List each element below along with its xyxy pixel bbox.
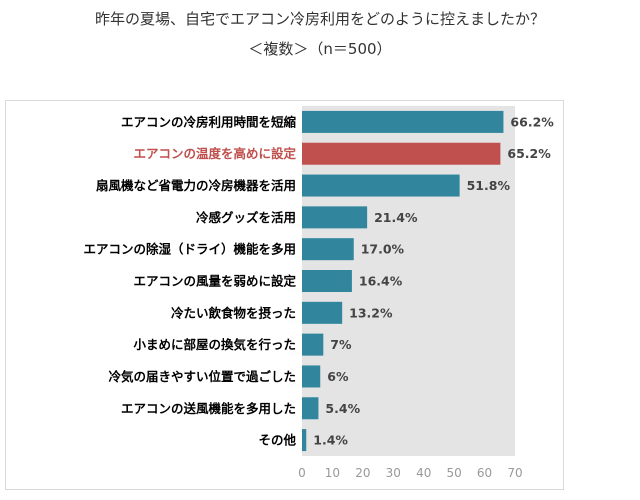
category-label-5: エアコンの風量を弱めに設定 bbox=[133, 274, 296, 289]
value-labels: 66.2% 65.2% 51.8% 21.4% 17.0% 16.4% 13.2% 7% 6% 5… bbox=[313, 114, 554, 447]
category-label-7: 小まめに部屋の換気を行った bbox=[132, 337, 296, 352]
category-label-1: エアコンの温度を高めに設定 bbox=[133, 146, 296, 161]
value-label-3: 21.4% bbox=[374, 210, 418, 225]
category-label-10: その他 bbox=[258, 433, 296, 448]
value-label-5: 16.4% bbox=[359, 274, 403, 289]
category-label-3: 冷感グッズを活用 bbox=[196, 210, 296, 225]
x-tick-label-3: 30 bbox=[386, 466, 401, 480]
x-tick-label-2: 20 bbox=[355, 466, 370, 480]
category-label-9: エアコンの送風機能を多用した bbox=[121, 401, 296, 416]
bar-10 bbox=[302, 429, 307, 452]
bar-8 bbox=[302, 365, 321, 388]
value-label-2: 51.8% bbox=[467, 178, 511, 193]
x-tick-label-4: 40 bbox=[416, 466, 431, 480]
x-tick-label-7: 70 bbox=[507, 466, 522, 480]
x-tick-label-0: 0 bbox=[298, 466, 306, 480]
bar-6 bbox=[302, 301, 343, 324]
category-label-0: エアコンの冷房利用時間を短縮 bbox=[121, 114, 297, 129]
x-tick-label-1: 10 bbox=[325, 466, 340, 480]
category-label-8: 冷気の届きやすい位置で過ごした bbox=[108, 369, 296, 384]
bar-2 bbox=[302, 174, 460, 197]
value-label-4: 17.0% bbox=[361, 242, 405, 257]
bar-9 bbox=[302, 397, 319, 420]
category-label-6: 冷たい飲食物を摂った bbox=[171, 305, 296, 320]
bar-7 bbox=[302, 333, 324, 356]
bar-5 bbox=[302, 270, 352, 292]
x-tick-label-5: 50 bbox=[447, 466, 462, 480]
bar-4 bbox=[302, 238, 354, 261]
x-axis-ticks: 0 10 20 30 40 50 60 70 bbox=[298, 466, 522, 480]
bar-0 bbox=[302, 110, 504, 133]
chart-title: 昨年の夏場、自宅でエアコン冷房利用をどのように控えましたか？ bbox=[94, 10, 545, 28]
bar-1 bbox=[302, 142, 501, 165]
value-label-7: 7% bbox=[330, 337, 352, 352]
value-label-1: 65.2% bbox=[507, 146, 551, 161]
value-label-8: 6% bbox=[327, 369, 349, 384]
value-label-9: 5.4% bbox=[325, 401, 360, 416]
category-labels: エアコンの冷房利用時間を短縮エアコンの温度を高めに設定扇風機など省電力の冷房機器… bbox=[83, 114, 296, 447]
value-label-0: 66.2% bbox=[510, 114, 554, 129]
value-label-10: 1.4% bbox=[313, 433, 348, 448]
bar-3 bbox=[302, 206, 368, 229]
chart-subtitle: ＜複数＞（n＝500） bbox=[248, 40, 392, 58]
category-label-2: 扇風機など省電力の冷房機器を活用 bbox=[96, 178, 296, 193]
x-tick-label-6: 60 bbox=[477, 466, 492, 480]
value-label-6: 13.2% bbox=[349, 305, 393, 320]
bars bbox=[302, 110, 504, 452]
category-label-4: エアコンの除湿（ドライ）機能を多用 bbox=[83, 242, 296, 257]
